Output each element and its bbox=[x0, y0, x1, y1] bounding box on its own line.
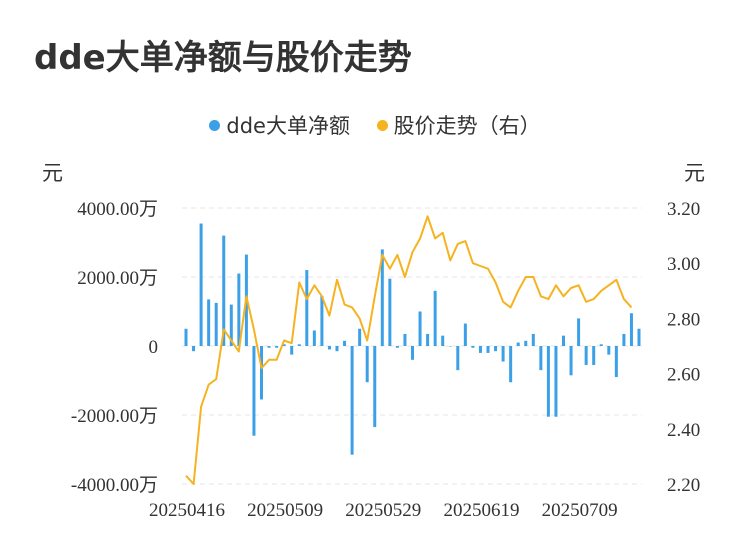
right-axis-unit: 元 bbox=[684, 161, 705, 185]
legend-label-price: 股价走势（右） bbox=[393, 114, 541, 138]
dde-bar bbox=[418, 311, 422, 346]
chart-legend: dde大单净额 股价走势（右） bbox=[0, 110, 750, 140]
legend-dot-dde bbox=[209, 120, 221, 131]
dde-bar bbox=[229, 304, 233, 346]
dde-bar bbox=[426, 333, 430, 346]
dde-bar bbox=[305, 270, 309, 346]
dde-bar bbox=[237, 273, 241, 346]
dde-bar bbox=[411, 346, 414, 360]
dde-bar bbox=[380, 249, 384, 346]
dde-bar bbox=[584, 346, 588, 365]
dde-bar bbox=[524, 340, 528, 346]
x-axis-tick-label: 20250416 bbox=[149, 500, 225, 521]
dde-bar bbox=[192, 346, 196, 352]
dde-bar bbox=[448, 346, 452, 347]
dde-bar bbox=[441, 335, 445, 346]
dde-bar bbox=[275, 346, 279, 348]
chart-title: dde大单净额与股价走势 bbox=[34, 38, 412, 78]
left-axis-tick-label: 4000.00万 bbox=[77, 199, 158, 220]
legend-item-price[interactable]: 股价走势（右） bbox=[376, 110, 541, 140]
dde-bar bbox=[320, 295, 324, 346]
left-axis-tick-label: -4000.00万 bbox=[71, 475, 158, 496]
dde-bar bbox=[365, 346, 369, 383]
dde-bar bbox=[358, 328, 362, 346]
dde-bar bbox=[516, 342, 520, 346]
dde-bar bbox=[478, 346, 482, 353]
x-axis-tick-label: 20250529 bbox=[345, 500, 421, 521]
dde-bar bbox=[297, 344, 301, 346]
dde-bar bbox=[290, 346, 294, 355]
dde-bar bbox=[607, 346, 611, 355]
dde-bar bbox=[614, 346, 618, 378]
legend-item-dde[interactable]: dde大单净额 bbox=[209, 110, 350, 140]
dde-bar bbox=[403, 333, 407, 346]
legend-label-dde: dde大单净额 bbox=[226, 114, 350, 138]
dde-bar bbox=[388, 278, 392, 346]
dde-bar bbox=[554, 346, 558, 417]
dde-bar bbox=[327, 346, 331, 350]
left-axis-unit: 元 bbox=[42, 161, 63, 185]
right-axis-tick-label: 2.40 bbox=[667, 420, 700, 441]
left-axis-tick-label: -2000.00万 bbox=[71, 406, 158, 427]
dde-bar bbox=[637, 328, 641, 346]
dde-bar bbox=[214, 302, 218, 346]
dde-bar bbox=[471, 346, 475, 348]
right-axis-tick-label: 3.20 bbox=[667, 199, 700, 220]
dde-bar bbox=[312, 330, 316, 346]
dde-bar bbox=[531, 333, 535, 346]
dde-bar bbox=[562, 335, 565, 346]
dde-bar bbox=[199, 223, 203, 346]
dde-bar bbox=[599, 344, 603, 346]
dde-bar bbox=[577, 318, 581, 346]
right-axis-tick-label: 2.80 bbox=[667, 309, 700, 330]
dde-bar bbox=[433, 290, 437, 346]
dde-bar bbox=[456, 346, 460, 371]
dde-bar bbox=[335, 346, 339, 352]
dde-bar bbox=[592, 346, 596, 365]
dde-bar bbox=[509, 346, 513, 383]
dde-bar bbox=[207, 299, 211, 346]
left-axis-tick-label: 2000.00万 bbox=[77, 268, 158, 289]
right-axis-tick-label: 2.60 bbox=[667, 365, 700, 386]
x-axis-tick-label: 20250619 bbox=[443, 500, 519, 521]
right-axis-tick-label: 3.00 bbox=[667, 254, 700, 275]
dde-bar bbox=[282, 344, 286, 346]
dde-bar bbox=[546, 346, 550, 417]
dde-bar bbox=[184, 328, 188, 346]
dde-bar bbox=[260, 346, 263, 400]
dde-bar bbox=[267, 346, 271, 348]
dde-bar bbox=[252, 346, 256, 436]
left-axis-tick-label: 0 bbox=[149, 337, 159, 358]
dde-bar bbox=[629, 313, 633, 346]
dde-bar bbox=[373, 346, 377, 428]
dde-bar bbox=[395, 346, 399, 348]
dde-bar bbox=[222, 235, 226, 346]
dde-bar bbox=[622, 333, 626, 346]
dde-bar bbox=[494, 346, 498, 352]
dde-bar bbox=[463, 323, 467, 346]
dde-bar bbox=[343, 340, 347, 346]
price-line bbox=[185, 215, 633, 485]
dde-bar bbox=[486, 346, 490, 353]
x-axis-tick-label: 20250709 bbox=[542, 500, 618, 521]
dde-bar bbox=[569, 346, 573, 376]
dde-bar bbox=[501, 346, 505, 362]
legend-dot-price bbox=[376, 120, 388, 131]
dde-bar bbox=[539, 346, 543, 371]
x-axis-tick-label: 20250509 bbox=[247, 500, 323, 521]
dde-bar bbox=[350, 346, 354, 455]
right-axis-tick-label: 2.20 bbox=[667, 475, 700, 496]
